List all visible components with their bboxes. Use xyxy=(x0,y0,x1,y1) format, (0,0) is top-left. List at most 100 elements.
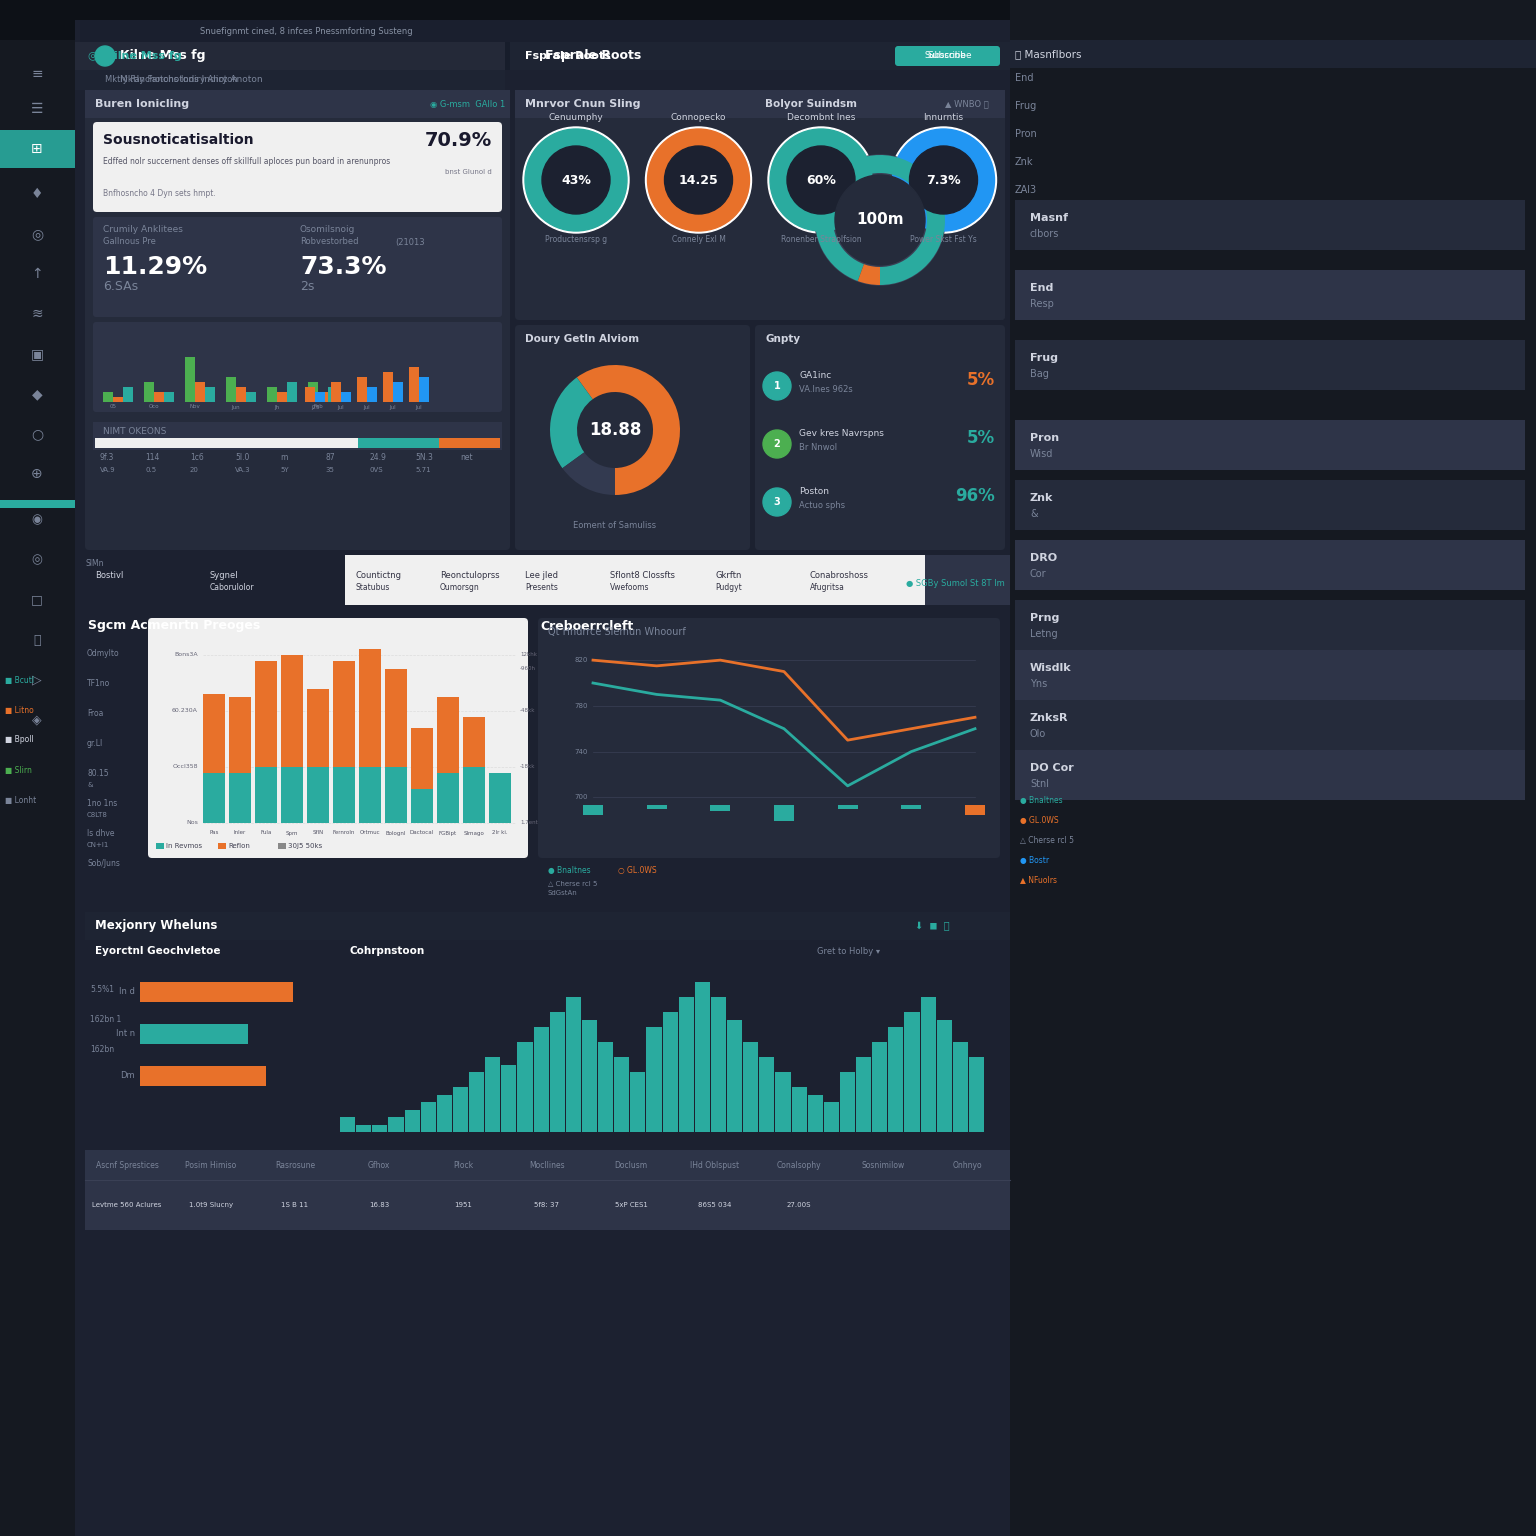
Bar xyxy=(95,438,358,449)
Bar xyxy=(0,501,75,508)
Bar xyxy=(453,1087,468,1132)
Text: Sosnimilow: Sosnimilow xyxy=(862,1161,905,1169)
Circle shape xyxy=(909,146,977,214)
Bar xyxy=(439,438,501,449)
Text: -48kk: -48kk xyxy=(521,708,536,714)
Text: Doclusm: Doclusm xyxy=(614,1161,648,1169)
Text: Mnrvor Cnun Sling: Mnrvor Cnun Sling xyxy=(525,98,641,109)
Bar xyxy=(630,1072,645,1132)
Text: bnst Glunol d: bnst Glunol d xyxy=(445,169,492,175)
Bar xyxy=(776,1072,791,1132)
Text: Conabroshoss: Conabroshoss xyxy=(809,570,869,579)
Text: Nos: Nos xyxy=(186,820,198,825)
Circle shape xyxy=(763,430,791,458)
Bar xyxy=(144,382,154,402)
Text: Doury Getln Alviom: Doury Getln Alviom xyxy=(525,333,639,344)
Text: 5Y: 5Y xyxy=(280,467,289,473)
Bar xyxy=(103,392,114,402)
Text: DRO: DRO xyxy=(1031,553,1057,564)
Circle shape xyxy=(891,127,997,233)
Text: 18.88: 18.88 xyxy=(588,421,641,439)
Text: 1.0t9 Slucny: 1.0t9 Slucny xyxy=(189,1203,233,1207)
Text: Occl358: Occl358 xyxy=(172,765,198,770)
Text: Prng: Prng xyxy=(1031,613,1060,624)
Bar xyxy=(333,660,355,766)
Text: 86S5 034: 86S5 034 xyxy=(699,1203,731,1207)
Text: VA.3: VA.3 xyxy=(235,467,250,473)
Text: ◉: ◉ xyxy=(32,513,43,527)
Text: End: End xyxy=(1031,283,1054,293)
Bar xyxy=(791,1087,806,1132)
Circle shape xyxy=(770,129,872,230)
Bar xyxy=(356,1124,372,1132)
Text: Plock: Plock xyxy=(453,1161,473,1169)
Bar xyxy=(533,1028,548,1132)
FancyBboxPatch shape xyxy=(756,326,1005,550)
Text: Wisdlk: Wisdlk xyxy=(1031,664,1072,673)
Text: Productensrsp g: Productensrsp g xyxy=(545,235,607,244)
Bar xyxy=(329,387,338,402)
Text: Froa: Froa xyxy=(88,708,103,717)
Bar xyxy=(952,1041,968,1132)
Text: Mktly Fanchotons Indiry Anoton: Mktly Fanchotons Indiry Anoton xyxy=(120,75,263,84)
Text: △ Cherse rcl 5: △ Cherse rcl 5 xyxy=(1020,836,1074,845)
Text: Innurntis: Innurntis xyxy=(923,114,963,123)
Bar xyxy=(389,1117,404,1132)
Text: net: net xyxy=(459,453,473,462)
Text: Bnfhosncho 4 Dyn sets hmpt.: Bnfhosncho 4 Dyn sets hmpt. xyxy=(103,189,215,198)
Text: ⊕: ⊕ xyxy=(31,467,43,481)
Text: ◆: ◆ xyxy=(32,387,43,401)
Text: 30J5 50ks: 30J5 50ks xyxy=(289,843,323,849)
Bar xyxy=(84,608,1011,908)
Bar xyxy=(229,773,250,823)
Bar xyxy=(774,805,794,822)
Bar xyxy=(382,372,393,402)
FancyBboxPatch shape xyxy=(147,617,528,859)
Text: ◎: ◎ xyxy=(32,553,43,567)
Bar xyxy=(550,1012,565,1132)
Text: 2Ir ki.: 2Ir ki. xyxy=(492,831,508,836)
Text: Poston: Poston xyxy=(799,487,829,496)
FancyBboxPatch shape xyxy=(515,91,1005,319)
Bar xyxy=(1015,419,1525,470)
Text: ▣: ▣ xyxy=(31,347,43,361)
Bar xyxy=(888,1028,903,1132)
Text: Connopecko: Connopecko xyxy=(671,114,727,123)
Text: Jul: Jul xyxy=(364,404,370,410)
Bar xyxy=(419,376,429,402)
Bar xyxy=(306,387,315,402)
Text: ⬛: ⬛ xyxy=(34,633,41,647)
Bar xyxy=(84,962,1011,1163)
Text: Cohrpnstoon: Cohrpnstoon xyxy=(350,946,425,955)
Text: 24.9: 24.9 xyxy=(370,453,387,462)
Bar xyxy=(339,1117,355,1132)
Bar xyxy=(694,982,710,1132)
Text: Cenuumphy: Cenuumphy xyxy=(548,114,604,123)
Text: Gret to Holby ▾: Gret to Holby ▾ xyxy=(817,946,880,955)
Text: 1951: 1951 xyxy=(455,1203,472,1207)
Text: Sgcm Acmenrtn Preoges: Sgcm Acmenrtn Preoges xyxy=(88,619,260,633)
Text: Ronenber Straplfsion: Ronenber Straplfsion xyxy=(780,235,862,244)
Bar xyxy=(386,766,407,823)
Bar xyxy=(518,1041,533,1132)
Text: Sousnoticatisaltion: Sousnoticatisaltion xyxy=(103,134,253,147)
Text: 3: 3 xyxy=(774,498,780,507)
Bar xyxy=(1011,0,1536,1536)
Bar xyxy=(75,41,505,71)
Text: FGBipt: FGBipt xyxy=(439,831,458,836)
Text: Inler: Inler xyxy=(233,831,246,836)
Bar xyxy=(184,356,195,402)
Bar xyxy=(140,982,293,1001)
Bar xyxy=(75,71,1011,91)
Text: 5xP CES1: 5xP CES1 xyxy=(614,1203,648,1207)
Bar xyxy=(367,387,376,402)
Text: clbors: clbors xyxy=(1031,229,1060,240)
Bar xyxy=(872,1041,888,1132)
Bar xyxy=(823,1101,839,1132)
Bar xyxy=(0,0,75,1536)
FancyBboxPatch shape xyxy=(94,217,502,316)
Wedge shape xyxy=(578,366,680,495)
Text: ■ Bpoll: ■ Bpoll xyxy=(5,736,34,745)
Text: Olo: Olo xyxy=(1031,730,1046,739)
Text: Oumorsgn: Oumorsgn xyxy=(439,584,479,593)
